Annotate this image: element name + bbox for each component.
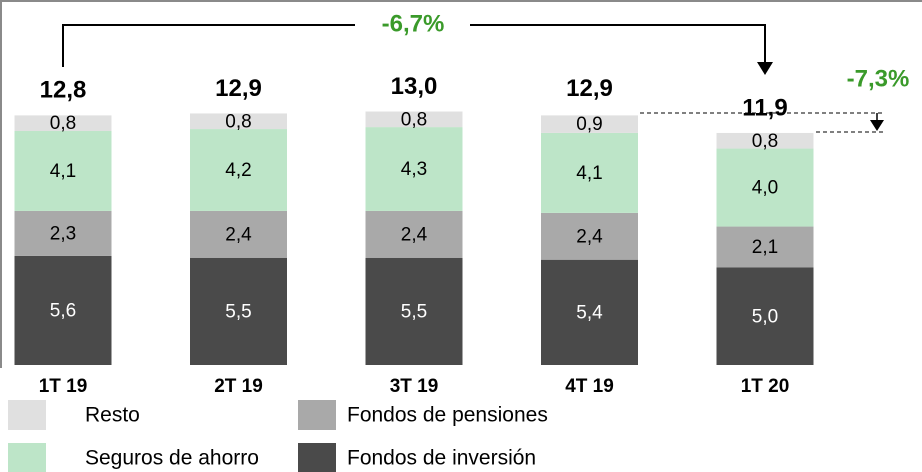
value-label: 2,3	[50, 223, 76, 244]
value-label: 0,8	[50, 113, 76, 134]
bar-segment	[365, 127, 463, 211]
arrow-head	[757, 62, 773, 75]
x-tick-label: 1T 20	[741, 376, 790, 397]
bar-segment	[716, 132, 814, 149]
total-label: 11,9	[742, 94, 787, 121]
bar-segment	[541, 212, 638, 260]
arrow-head	[870, 120, 884, 131]
legend-label: Fondos de inversión	[347, 447, 536, 470]
bar-segment	[541, 132, 638, 213]
bar-segment	[716, 148, 814, 227]
value-label: 5,0	[752, 306, 778, 327]
bar-segment	[365, 257, 463, 365]
bar-segment	[190, 129, 287, 211]
bar-segment	[365, 111, 463, 128]
value-label: 5,6	[50, 300, 76, 321]
legend-label: Resto	[85, 404, 140, 427]
value-label: 4,1	[50, 161, 76, 182]
bar-segment	[190, 113, 287, 130]
dashed-lines	[640, 112, 885, 133]
legend-label: Seguros de ahorro	[85, 447, 259, 470]
value-label: 2,4	[401, 224, 428, 245]
total-label: 12,9	[566, 75, 613, 102]
bar-segment	[365, 210, 463, 258]
value-label: 4,0	[752, 178, 778, 199]
value-label: 0,8	[225, 111, 251, 132]
bar-segment	[716, 226, 814, 268]
value-label: 5,5	[401, 301, 427, 322]
legend-swatch	[8, 443, 46, 472]
value-label: 4,3	[401, 159, 427, 180]
value-label: 0,9	[576, 114, 602, 135]
x-tick-label: 4T 19	[565, 376, 614, 397]
bar-segment	[14, 255, 112, 365]
bar-segment	[190, 210, 287, 258]
value-label: 5,5	[225, 301, 251, 322]
value-label: 2,1	[752, 237, 778, 258]
value-label: 0,8	[401, 109, 427, 130]
legend-swatch	[298, 400, 336, 430]
value-label: 0,8	[752, 131, 778, 152]
value-label: 5,4	[576, 302, 603, 323]
legend-label: Fondos de pensiones	[347, 404, 548, 427]
value-label: 2,4	[225, 224, 252, 245]
bar-segment	[716, 267, 814, 365]
total-label: 12,9	[215, 75, 262, 102]
bracket	[62, 24, 766, 67]
annotation: -7,3%	[847, 65, 910, 92]
annotation: -6,7%	[382, 10, 445, 37]
x-tick-label: 3T 19	[390, 376, 439, 397]
value-label: 4,1	[576, 163, 602, 184]
x-tick-label: 2T 19	[214, 376, 263, 397]
bar-segment	[541, 259, 638, 365]
value-label: 4,2	[225, 160, 251, 181]
legend-swatch	[8, 400, 46, 430]
total-label: 13,0	[391, 73, 438, 100]
bar-segment	[190, 257, 287, 365]
value-label: 2,4	[576, 226, 603, 247]
bar-segment	[14, 210, 112, 256]
bar-segment	[14, 115, 112, 131]
bar-segment	[541, 115, 638, 133]
legend-swatch	[298, 443, 336, 472]
total-label: 12,8	[40, 77, 87, 104]
bar-segment	[14, 131, 112, 211]
x-tick-label: 1T 19	[39, 376, 88, 397]
